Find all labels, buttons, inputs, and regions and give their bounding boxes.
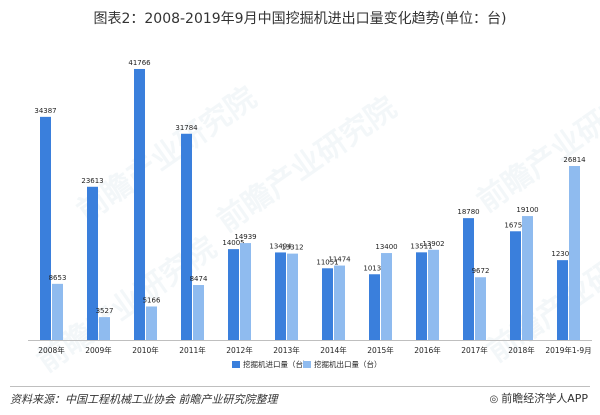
bar-export xyxy=(146,306,157,340)
legend-label: 挖掘机进口量（台） xyxy=(243,359,311,369)
data-label: 13494 xyxy=(269,242,292,250)
bar-export xyxy=(569,166,580,340)
data-label: 9672 xyxy=(472,267,490,275)
data-label: 13312 xyxy=(281,244,303,252)
data-label: 13902 xyxy=(422,240,444,248)
bar-import xyxy=(275,252,286,340)
data-label: 14005 xyxy=(222,239,244,247)
x-tick-label: 2014年 xyxy=(320,345,347,355)
x-tick-label: 2011年 xyxy=(179,345,206,355)
data-label: 41766 xyxy=(128,59,151,67)
bar-export xyxy=(287,253,298,340)
x-tick-label: 2009年 xyxy=(85,345,112,355)
bar-import xyxy=(181,133,192,340)
bar-import xyxy=(510,231,521,340)
data-label: 5166 xyxy=(143,296,161,304)
bar-import xyxy=(557,260,568,340)
data-label: 14939 xyxy=(234,233,256,241)
data-label: 11051 xyxy=(316,258,338,266)
data-label: 10132 xyxy=(363,264,385,272)
x-tick-label: 2013年 xyxy=(273,345,300,355)
data-label: 16755 xyxy=(504,221,526,229)
data-label: 19100 xyxy=(516,206,538,214)
legend-swatch xyxy=(303,361,311,368)
brand-text: 前瞻经济学人APP xyxy=(501,392,588,405)
bar-export xyxy=(193,285,204,340)
brand-logo-icon: ◎ xyxy=(489,394,499,405)
data-label: 23613 xyxy=(81,177,103,185)
x-tick-label: 2015年 xyxy=(367,345,394,355)
bar-import xyxy=(322,268,333,340)
data-label: 13400 xyxy=(375,243,397,251)
data-label: 3527 xyxy=(96,307,114,315)
legend-swatch xyxy=(232,361,240,368)
x-tick-label: 2018年 xyxy=(508,345,535,355)
bar-import xyxy=(463,218,474,340)
data-label: 13511 xyxy=(410,242,432,250)
bar-export xyxy=(428,249,439,340)
bar-import xyxy=(369,274,380,340)
data-label: 11474 xyxy=(328,256,351,264)
x-tick-label: 2019年1-9月 xyxy=(545,345,591,355)
bar-export xyxy=(99,317,110,340)
bar-export xyxy=(475,277,486,340)
footer-divider xyxy=(10,386,590,387)
bar-chart: 34387 8653 2008年 23613 3527 2009年 41766 5166 201… xyxy=(28,59,592,369)
x-tick-label: 2008年 xyxy=(38,345,65,355)
bar-export xyxy=(52,283,63,340)
brand-label: ◎ 前瞻经济学人APP xyxy=(489,390,588,406)
data-label: 18780 xyxy=(457,208,479,216)
x-tick-label: 2010年 xyxy=(132,345,159,355)
x-tick-label: 2012年 xyxy=(226,345,253,355)
data-label: 12306 xyxy=(551,250,574,258)
source-note: 资料来源：中国工程机械工业协会 前瞻产业研究院整理 xyxy=(10,393,278,406)
legend-label: 挖掘机出口量（台） xyxy=(314,359,382,369)
bar-export xyxy=(240,243,251,340)
bar-import xyxy=(134,68,145,340)
x-tick-label: 2017年 xyxy=(461,345,488,355)
bar-export xyxy=(381,253,392,340)
data-label: 8653 xyxy=(49,274,67,282)
data-label: 31784 xyxy=(175,124,198,132)
bar-import xyxy=(40,116,51,340)
data-label: 8474 xyxy=(190,275,208,283)
bar-import xyxy=(228,249,239,340)
x-tick-label: 2016年 xyxy=(414,345,441,355)
bar-export xyxy=(522,216,533,340)
bar-export xyxy=(334,265,345,340)
data-label: 34387 xyxy=(34,107,56,115)
data-label: 26814 xyxy=(563,156,586,164)
bar-import xyxy=(416,252,427,340)
chart-title: 图表2：2008-2019年9月中国挖掘机进出口量变化趋势(单位：台) xyxy=(93,11,507,27)
bar-import xyxy=(87,186,98,340)
